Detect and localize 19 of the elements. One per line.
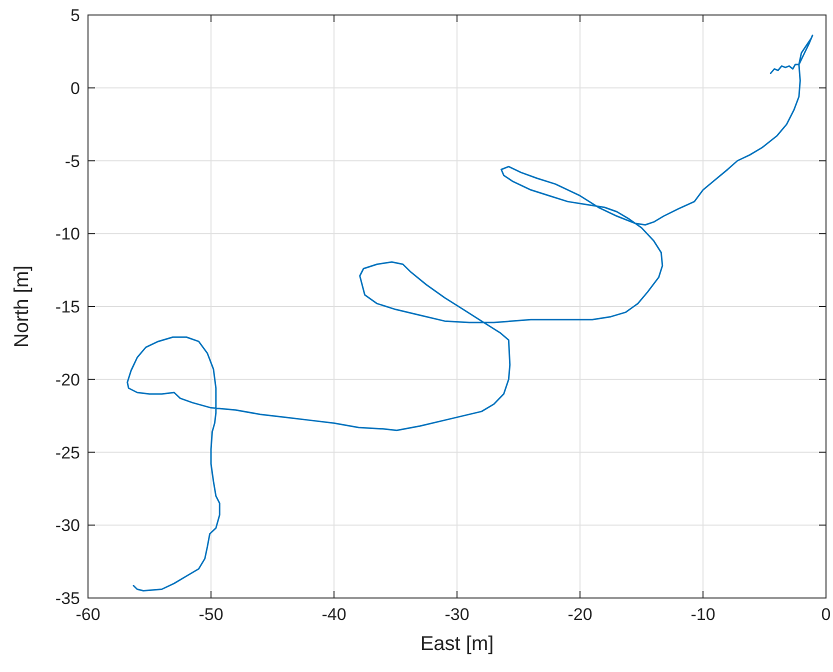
x-tick-label: -20 [568,605,592,624]
y-tick-label: -15 [55,298,80,316]
line-series [126,34,814,592]
x-tick-label: -60 [76,605,100,624]
y-tick-label: -10 [55,224,80,244]
x-tick-label: -10 [690,605,716,624]
y-tick-label: 5 [70,6,80,25]
x-tick-label: -50 [198,605,224,624]
y-axis-title: North [m] [11,265,33,348]
x-axis-title: East [m] [420,633,494,655]
y-tick-label: -35 [55,589,80,608]
x-tick-label: -40 [322,605,346,624]
y-tick-label: -20 [55,370,80,390]
y-tick-label: -5 [64,152,80,171]
y-tick-label: -25 [55,443,80,462]
x-tick-label: -30 [444,605,470,624]
y-tick-label: -30 [55,516,80,536]
y-tick-label: 0 [70,78,80,98]
x-tick-label: 0 [821,605,831,624]
